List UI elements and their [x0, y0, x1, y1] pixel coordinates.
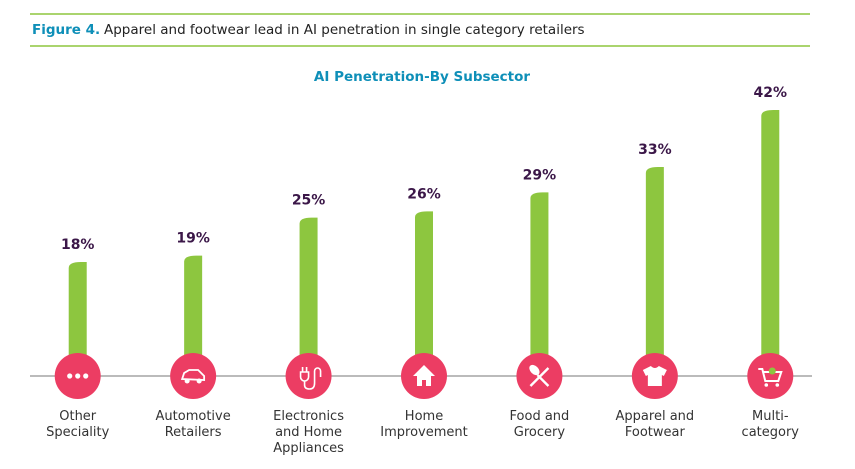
icon — [184, 378, 190, 384]
value-label: 18% — [61, 237, 95, 253]
value-label: 33% — [638, 142, 672, 158]
icon — [196, 378, 202, 384]
x-tick-label: Other Speciality — [46, 409, 110, 440]
icon — [413, 365, 435, 386]
bar — [68, 262, 87, 376]
icon — [529, 364, 540, 376]
chart-subtitle: AI Penetration-By Subsector — [314, 69, 530, 85]
bar — [530, 192, 549, 376]
x-tick-label: Home Improvement — [380, 409, 468, 440]
value-label: 26% — [407, 186, 441, 202]
x-tick-label: Multi- category — [741, 409, 799, 440]
chart-title: Apparel and footwear lead in AI penetrat… — [104, 22, 585, 38]
figure-label: Figure 4. — [32, 22, 100, 38]
x-tick-label: Automotive Retailers — [155, 409, 231, 440]
x-tick-label: Electronics and Home Appliances — [273, 409, 344, 456]
x-tick-label: Food and Grocery — [509, 409, 570, 440]
value-label: 19% — [176, 231, 210, 247]
icon — [75, 373, 81, 379]
bar — [184, 255, 203, 376]
icon — [67, 373, 73, 379]
bar — [645, 167, 664, 376]
icon — [299, 367, 322, 390]
icon — [764, 383, 769, 387]
category-icon-bg — [170, 353, 217, 399]
icon — [180, 369, 206, 381]
icon — [758, 368, 783, 382]
icon — [768, 367, 776, 375]
value-label: 25% — [292, 193, 326, 209]
icon — [529, 367, 550, 387]
category-icon-bg — [747, 353, 794, 399]
value-label: 42% — [754, 85, 788, 101]
value-label: 29% — [523, 167, 557, 183]
bar — [761, 110, 780, 376]
x-tick-label: Apparel and Footwear — [615, 409, 695, 440]
bar — [299, 217, 318, 376]
icon — [83, 373, 89, 379]
icon — [642, 366, 667, 386]
bar — [415, 211, 433, 376]
icon — [775, 383, 780, 387]
